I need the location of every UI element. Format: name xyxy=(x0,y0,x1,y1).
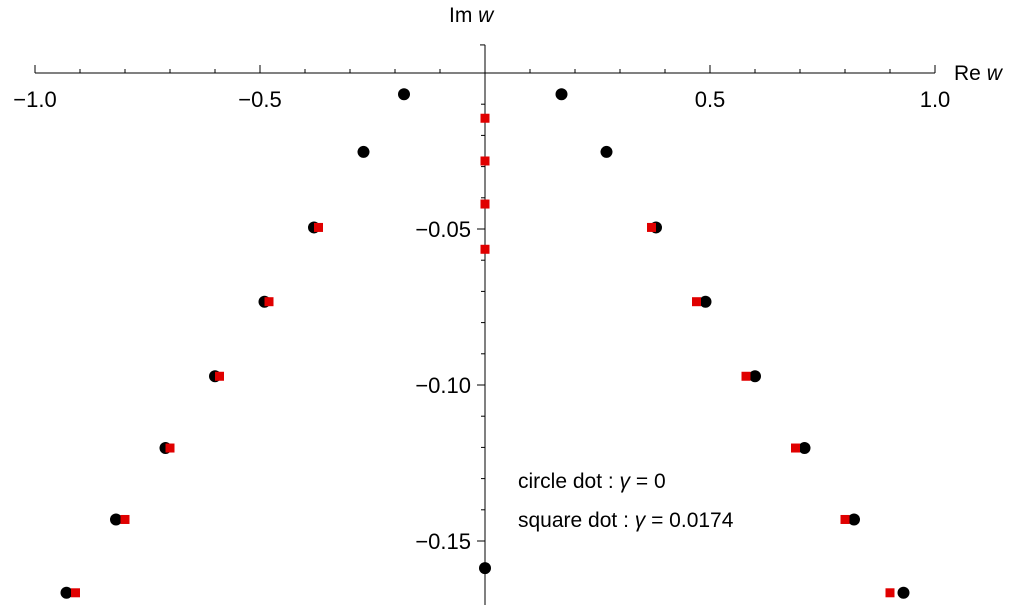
square-point xyxy=(840,514,850,524)
circle-point xyxy=(357,145,370,158)
series-square xyxy=(71,113,895,598)
legend-line-square: square dot : γ = 0.0174 xyxy=(518,509,734,532)
y-axis-label: Im w xyxy=(449,4,495,27)
legend-line-circle: circle dot : γ = 0 xyxy=(518,470,666,493)
square-point xyxy=(480,156,490,166)
circle-point xyxy=(798,442,811,455)
circle-point xyxy=(479,562,491,575)
square-point xyxy=(71,588,80,598)
y-tick-label: −0.05 xyxy=(415,217,471,242)
circle-point xyxy=(600,145,613,158)
x-tick-label: −0.5 xyxy=(238,87,281,112)
square-point xyxy=(120,514,130,524)
square-point xyxy=(480,113,490,123)
square-point xyxy=(692,297,701,307)
square-point xyxy=(314,222,323,232)
circle-point xyxy=(749,370,761,383)
square-point xyxy=(480,199,490,209)
x-tick-label: 1.0 xyxy=(920,87,951,112)
circle-point xyxy=(555,88,568,101)
x-tick-label: 0.5 xyxy=(695,87,726,112)
square-point xyxy=(741,371,751,381)
y-tick-label: −0.10 xyxy=(415,373,471,398)
y-tick-label: −0.15 xyxy=(415,529,471,554)
square-point xyxy=(215,371,224,381)
square-point xyxy=(647,222,656,232)
x-axis-label: Re w xyxy=(954,62,1004,85)
circle-point xyxy=(110,513,122,526)
square-point xyxy=(264,297,274,307)
circle-point xyxy=(848,513,860,526)
circle-point xyxy=(897,586,910,599)
circle-point xyxy=(398,88,410,101)
square-point xyxy=(480,244,490,254)
circle-point xyxy=(699,295,712,308)
circle-point xyxy=(60,586,73,599)
square-point xyxy=(165,443,175,453)
legend-annotation: circle dot : γ = 0 square dot : γ = 0.01… xyxy=(518,470,734,532)
square-point xyxy=(885,588,895,598)
square-point xyxy=(791,443,800,453)
x-tick-label: −1.0 xyxy=(13,87,56,112)
axes xyxy=(35,44,935,605)
ticks: −1.0 −0.5 0.5 1.0 −0.05 −0.10 −0.15 xyxy=(13,44,951,573)
data-marks xyxy=(60,88,910,599)
